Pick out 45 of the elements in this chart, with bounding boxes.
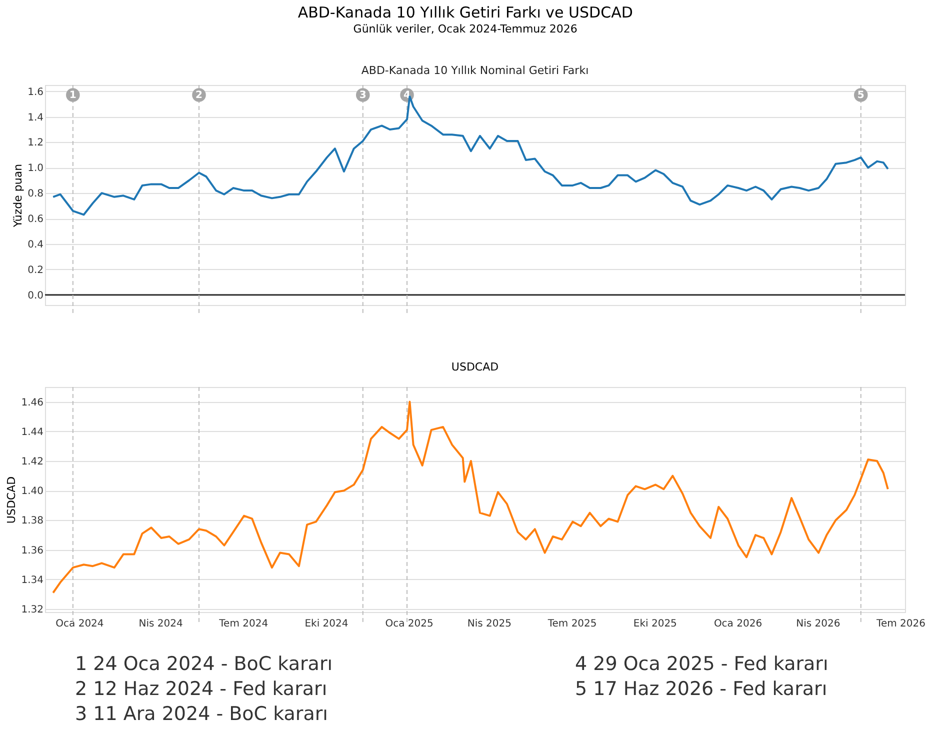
x-tick-label: Tem 2026 xyxy=(876,618,926,630)
text: 2 12 Haz 2024 - Fed kararı xyxy=(75,678,328,700)
y-tick-label: 0.8 xyxy=(28,188,44,200)
y-tick-label: 1.38 xyxy=(21,516,44,527)
y-tick-label: 1.42 xyxy=(21,456,44,468)
x-tick-label: Oca 2024 xyxy=(56,618,104,630)
text: 1 24 Oca 2024 - BoC kararı xyxy=(75,653,333,675)
x-tick-label: Tem 2024 xyxy=(218,618,268,630)
chart-title: ABD-Kanada 10 Yıllık Getiri Farkı ve USDCAD xyxy=(298,4,633,22)
ref-line-label: 3 xyxy=(359,90,366,101)
y-tick-label: 1.46 xyxy=(21,397,44,408)
line-series xyxy=(52,400,889,594)
ref-line-label: 2 xyxy=(196,90,203,101)
text: 3 11 Ara 2024 - BoC kararı xyxy=(75,703,328,725)
x-tick-label: Nis 2025 xyxy=(467,618,512,630)
y-tick-label: 0.4 xyxy=(28,239,44,250)
y-tick-label: 0.2 xyxy=(28,264,44,276)
y-tick-label: 0.6 xyxy=(28,214,44,226)
x-tick-label: Oca 2026 xyxy=(714,618,762,630)
x-tick-label: Tem 2025 xyxy=(546,618,597,630)
y-axis-title: USDCAD xyxy=(5,476,18,524)
y-tick-label: 1.32 xyxy=(21,604,44,616)
y-tick-label: 1.40 xyxy=(21,486,44,498)
x-tick-label: Nis 2024 xyxy=(138,618,183,630)
text: 4 29 Oca 2025 - Fed kararı xyxy=(575,653,828,675)
y-axis-title: Yüzde puan xyxy=(12,164,25,228)
x-tick-label: Eki 2024 xyxy=(304,618,348,630)
chart-subtitle: Günlük veriler, Ocak 2024-Temmuz 2026 xyxy=(353,22,578,36)
y-tick-label: 1.44 xyxy=(21,426,44,438)
ref-line-label: 5 xyxy=(857,90,864,101)
y-tick-label: 0.0 xyxy=(28,290,44,302)
y-tick-label: 1.6 xyxy=(28,86,44,98)
ref-line-label: 1 xyxy=(69,90,76,101)
ref-line-label: 4 xyxy=(404,90,411,101)
text: ABD-Kanada 10 Yıllık Nominal Getiri Farkı xyxy=(361,64,589,77)
y-tick-label: 1.36 xyxy=(21,545,44,556)
y-tick-label: 1.2 xyxy=(28,138,44,149)
y-tick-label: 1.34 xyxy=(21,574,44,586)
chart-title: USDCAD xyxy=(451,360,499,374)
y-tick-label: 1.0 xyxy=(28,163,44,174)
y-tick-label: 1.4 xyxy=(28,112,44,124)
x-tick-label: Eki 2025 xyxy=(633,618,677,630)
x-tick-label: Nis 2026 xyxy=(796,618,840,630)
x-tick-label: Oca 2025 xyxy=(385,618,434,630)
text: 5 17 Haz 2026 - Fed kararı xyxy=(575,678,828,700)
